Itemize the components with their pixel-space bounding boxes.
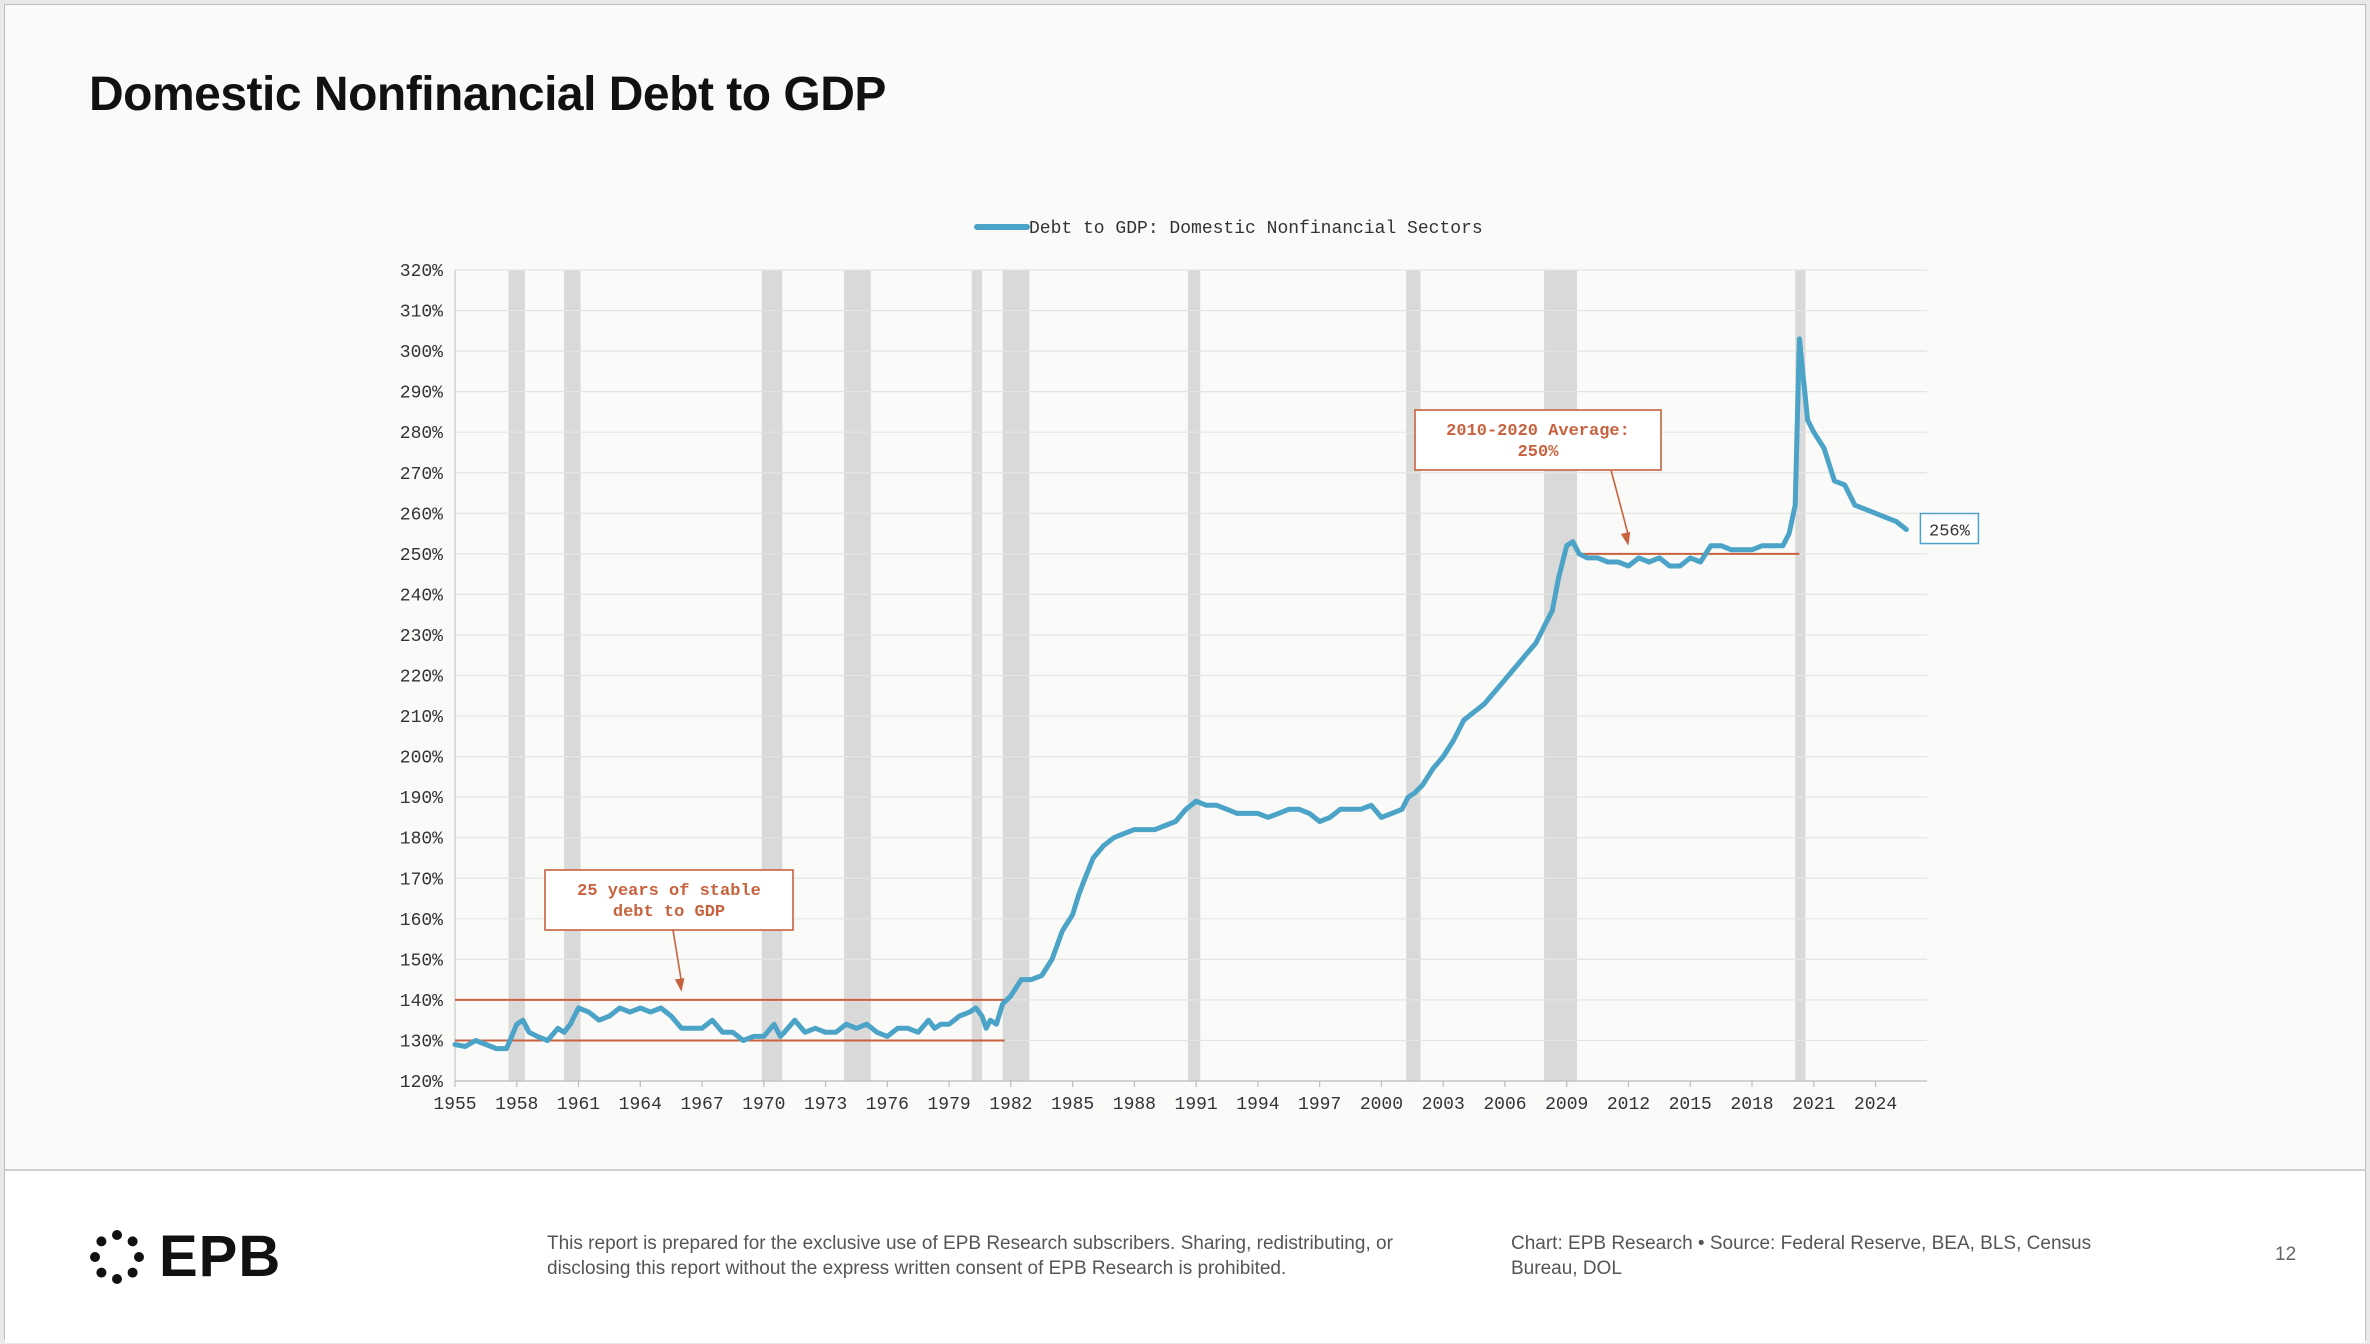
y-tick-label: 320% xyxy=(400,262,443,282)
y-tick-label: 120% xyxy=(400,1073,443,1093)
annotation-text: 25 years of stable xyxy=(577,882,761,901)
x-tick-label: 2015 xyxy=(1669,1095,1712,1115)
source-text: Chart: EPB Research • Source: Federal Re… xyxy=(1511,1233,2092,1279)
annotation-arrow-head xyxy=(1620,531,1631,546)
y-tick-label: 150% xyxy=(400,951,443,971)
slide: Domestic Nonfinancial Debt to GDP 120% 13… xyxy=(4,4,2366,1343)
annotation-arrow-line xyxy=(672,929,683,982)
x-tick-label: 1979 xyxy=(927,1095,970,1115)
epb-logo-mark-icon xyxy=(90,1229,144,1284)
annotation-arrow-head xyxy=(674,978,685,992)
epb-logo[interactable]: EPB xyxy=(89,1223,281,1290)
y-tick-label: 250% xyxy=(400,546,443,566)
x-tick-label: 1976 xyxy=(866,1095,909,1115)
annotation-text: 250% xyxy=(1518,443,1560,462)
annotation-text: 2010-2020 Average: xyxy=(1446,422,1630,441)
y-tick-label: 190% xyxy=(400,789,443,809)
y-tick-label: 180% xyxy=(400,830,443,850)
x-tick-label: 1988 xyxy=(1113,1095,1156,1115)
y-tick-label: 240% xyxy=(400,586,443,606)
x-tick-label: 2012 xyxy=(1607,1095,1650,1115)
footer: EPB This report is prepared for the excl… xyxy=(5,1169,2365,1343)
x-tick-label: 2006 xyxy=(1483,1095,1526,1115)
y-tick-label: 290% xyxy=(400,384,443,404)
x-tick-label: 1982 xyxy=(989,1095,1032,1115)
last-value-label: 256% xyxy=(1929,523,1971,542)
series-line xyxy=(452,336,1909,1052)
x-tick-label: 1958 xyxy=(495,1095,538,1115)
x-tick-label: 1973 xyxy=(804,1095,847,1115)
y-tick-label: 220% xyxy=(400,668,443,688)
debt-to-gdp-chart: 120% 130% 140% 150% 160% 170% 180% 190% 200% 210%… xyxy=(400,219,1980,1115)
logo-text: EPB xyxy=(159,1224,282,1289)
x-tick-label: 2000 xyxy=(1360,1095,1403,1115)
x-tick-label: 1991 xyxy=(1175,1095,1218,1115)
y-tick-label: 130% xyxy=(400,1032,443,1052)
y-tick-label: 140% xyxy=(400,992,443,1012)
y-tick-label: 300% xyxy=(400,343,443,363)
page-title: Domestic Nonfinancial Debt to GDP xyxy=(89,68,886,121)
x-tick-label: 1964 xyxy=(619,1095,662,1115)
annotation-callout: 25 years of stable debt to GDP xyxy=(544,869,794,992)
x-tick-label: 2003 xyxy=(1422,1095,1465,1115)
y-tick-label: 210% xyxy=(400,708,443,728)
y-tick-label: 160% xyxy=(400,911,443,931)
legend-label: Debt to GDP: Domestic Nonfinancial Secto… xyxy=(1029,219,1483,239)
annotation-callout: 2010-2020 Average: 250% xyxy=(1414,409,1662,546)
annotation-box xyxy=(544,869,794,931)
x-tick-label: 2021 xyxy=(1792,1095,1835,1115)
last-value-box xyxy=(1919,512,1980,545)
x-tick-label: 2009 xyxy=(1545,1095,1588,1115)
x-tick-label: 1955 xyxy=(433,1095,476,1115)
x-tick-label: 1970 xyxy=(742,1095,785,1115)
annotation-box xyxy=(1414,409,1662,471)
x-tick-label: 1997 xyxy=(1298,1095,1341,1115)
annotation-arrow-line xyxy=(1610,469,1630,536)
y-tick-label: 310% xyxy=(400,303,443,323)
y-tick-label: 170% xyxy=(400,870,443,890)
x-tick-label: 1967 xyxy=(680,1095,723,1115)
x-tick-label: 2024 xyxy=(1854,1095,1897,1115)
x-tick-label: 1985 xyxy=(1051,1095,1094,1115)
page-number: 12 xyxy=(2275,1244,2297,1265)
x-tick-label: 2018 xyxy=(1730,1095,1773,1115)
x-tick-label: 1994 xyxy=(1236,1095,1279,1115)
y-tick-label: 230% xyxy=(400,627,443,647)
y-tick-label: 270% xyxy=(400,465,443,485)
y-tick-label: 200% xyxy=(400,749,443,769)
y-tick-label: 260% xyxy=(400,505,443,525)
annotation-text: debt to GDP xyxy=(613,903,725,922)
x-tick-label: 1961 xyxy=(557,1095,600,1115)
y-tick-label: 280% xyxy=(400,424,443,444)
disclaimer-text: This report is prepared for the exclusiv… xyxy=(547,1233,1393,1279)
